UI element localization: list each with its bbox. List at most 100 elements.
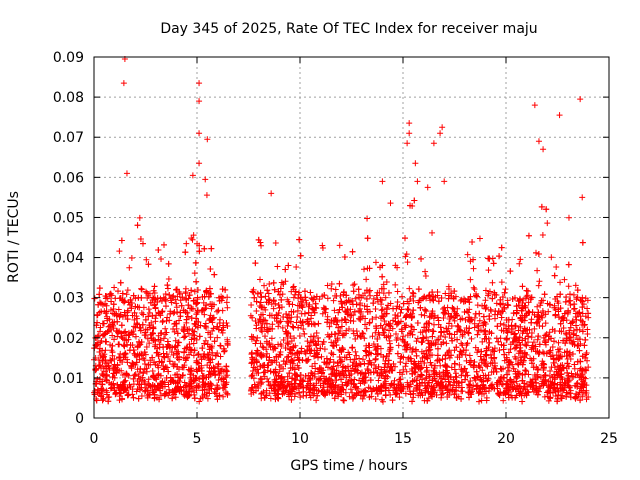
- data-point: [294, 349, 301, 356]
- data-point: [576, 309, 583, 316]
- data-point: [304, 318, 311, 325]
- data-point: [438, 394, 445, 401]
- data-point: [94, 319, 101, 326]
- data-point: [437, 379, 444, 386]
- data-point: [379, 313, 386, 320]
- data-point: [369, 333, 376, 340]
- data-point: [214, 396, 221, 403]
- data-point: [491, 348, 498, 355]
- data-point: [318, 388, 325, 395]
- data-point: [323, 360, 330, 367]
- data-point: [186, 388, 193, 395]
- data-point: [190, 389, 197, 396]
- data-point: [271, 357, 278, 364]
- data-point: [343, 309, 350, 316]
- data-point: [406, 388, 413, 395]
- data-point: [485, 255, 492, 262]
- data-point: [297, 252, 304, 259]
- data-point: [301, 310, 308, 317]
- data-point: [276, 368, 283, 375]
- data-point: [392, 330, 399, 337]
- data-point: [411, 197, 418, 204]
- data-point: [328, 383, 335, 390]
- data-point: [482, 297, 489, 304]
- data-point: [543, 350, 550, 357]
- data-point: [203, 288, 210, 295]
- data-point: [574, 342, 581, 349]
- data-point: [145, 391, 152, 398]
- data-point: [206, 285, 213, 292]
- data-point: [358, 308, 365, 315]
- data-point: [116, 385, 123, 392]
- data-point: [421, 324, 428, 331]
- data-point: [257, 363, 264, 370]
- data-point: [202, 354, 209, 361]
- data-point: [584, 331, 591, 338]
- data-point: [454, 322, 461, 329]
- data-point: [217, 353, 224, 360]
- data-point: [341, 315, 348, 322]
- data-point: [396, 369, 403, 376]
- data-point: [313, 350, 320, 357]
- data-point: [108, 298, 115, 305]
- data-point: [519, 283, 526, 290]
- data-point: [265, 290, 272, 297]
- data-point: [338, 376, 345, 383]
- data-point: [163, 329, 170, 336]
- data-point: [417, 304, 424, 311]
- data-point: [317, 375, 324, 382]
- data-point: [98, 308, 105, 315]
- data-point: [113, 312, 120, 319]
- data-point: [172, 394, 179, 401]
- data-point: [504, 371, 511, 378]
- data-point: [584, 305, 591, 312]
- data-point: [330, 359, 337, 366]
- data-point: [533, 249, 540, 256]
- data-point: [571, 361, 578, 368]
- data-point: [551, 338, 558, 345]
- data-point: [193, 311, 200, 318]
- data-point: [366, 265, 373, 272]
- data-point: [258, 311, 265, 318]
- data-point: [395, 381, 402, 388]
- data-point: [283, 311, 290, 318]
- data-point: [567, 334, 574, 341]
- data-point: [423, 364, 430, 371]
- data-point: [162, 325, 169, 332]
- data-point: [517, 256, 524, 263]
- data-point: [535, 366, 542, 373]
- data-point: [464, 251, 471, 258]
- data-point: [434, 289, 441, 296]
- data-point: [443, 363, 450, 370]
- data-point: [275, 341, 282, 348]
- data-point: [182, 333, 189, 340]
- data-point: [330, 318, 337, 325]
- data-point: [552, 311, 559, 318]
- data-point: [220, 393, 227, 400]
- data-point: [149, 367, 156, 374]
- data-point: [540, 382, 547, 389]
- data-point: [535, 316, 542, 323]
- data-point: [299, 357, 306, 364]
- data-point: [157, 337, 164, 344]
- data-point: [102, 310, 109, 317]
- data-point: [212, 352, 219, 359]
- data-point: [278, 378, 285, 385]
- data-point: [361, 266, 368, 273]
- data-point: [126, 347, 133, 354]
- data-point: [374, 343, 381, 350]
- data-point: [575, 392, 582, 399]
- data-point: [373, 345, 380, 352]
- data-point: [381, 318, 388, 325]
- data-point: [403, 251, 410, 258]
- data-point: [117, 311, 124, 318]
- data-point: [451, 288, 458, 295]
- data-point: [279, 291, 286, 298]
- data-point: [437, 324, 444, 331]
- data-point: [255, 236, 262, 243]
- data-point: [205, 352, 212, 359]
- data-point: [208, 316, 215, 323]
- data-point: [561, 310, 568, 317]
- data-point: [191, 288, 198, 295]
- data-point: [531, 325, 538, 332]
